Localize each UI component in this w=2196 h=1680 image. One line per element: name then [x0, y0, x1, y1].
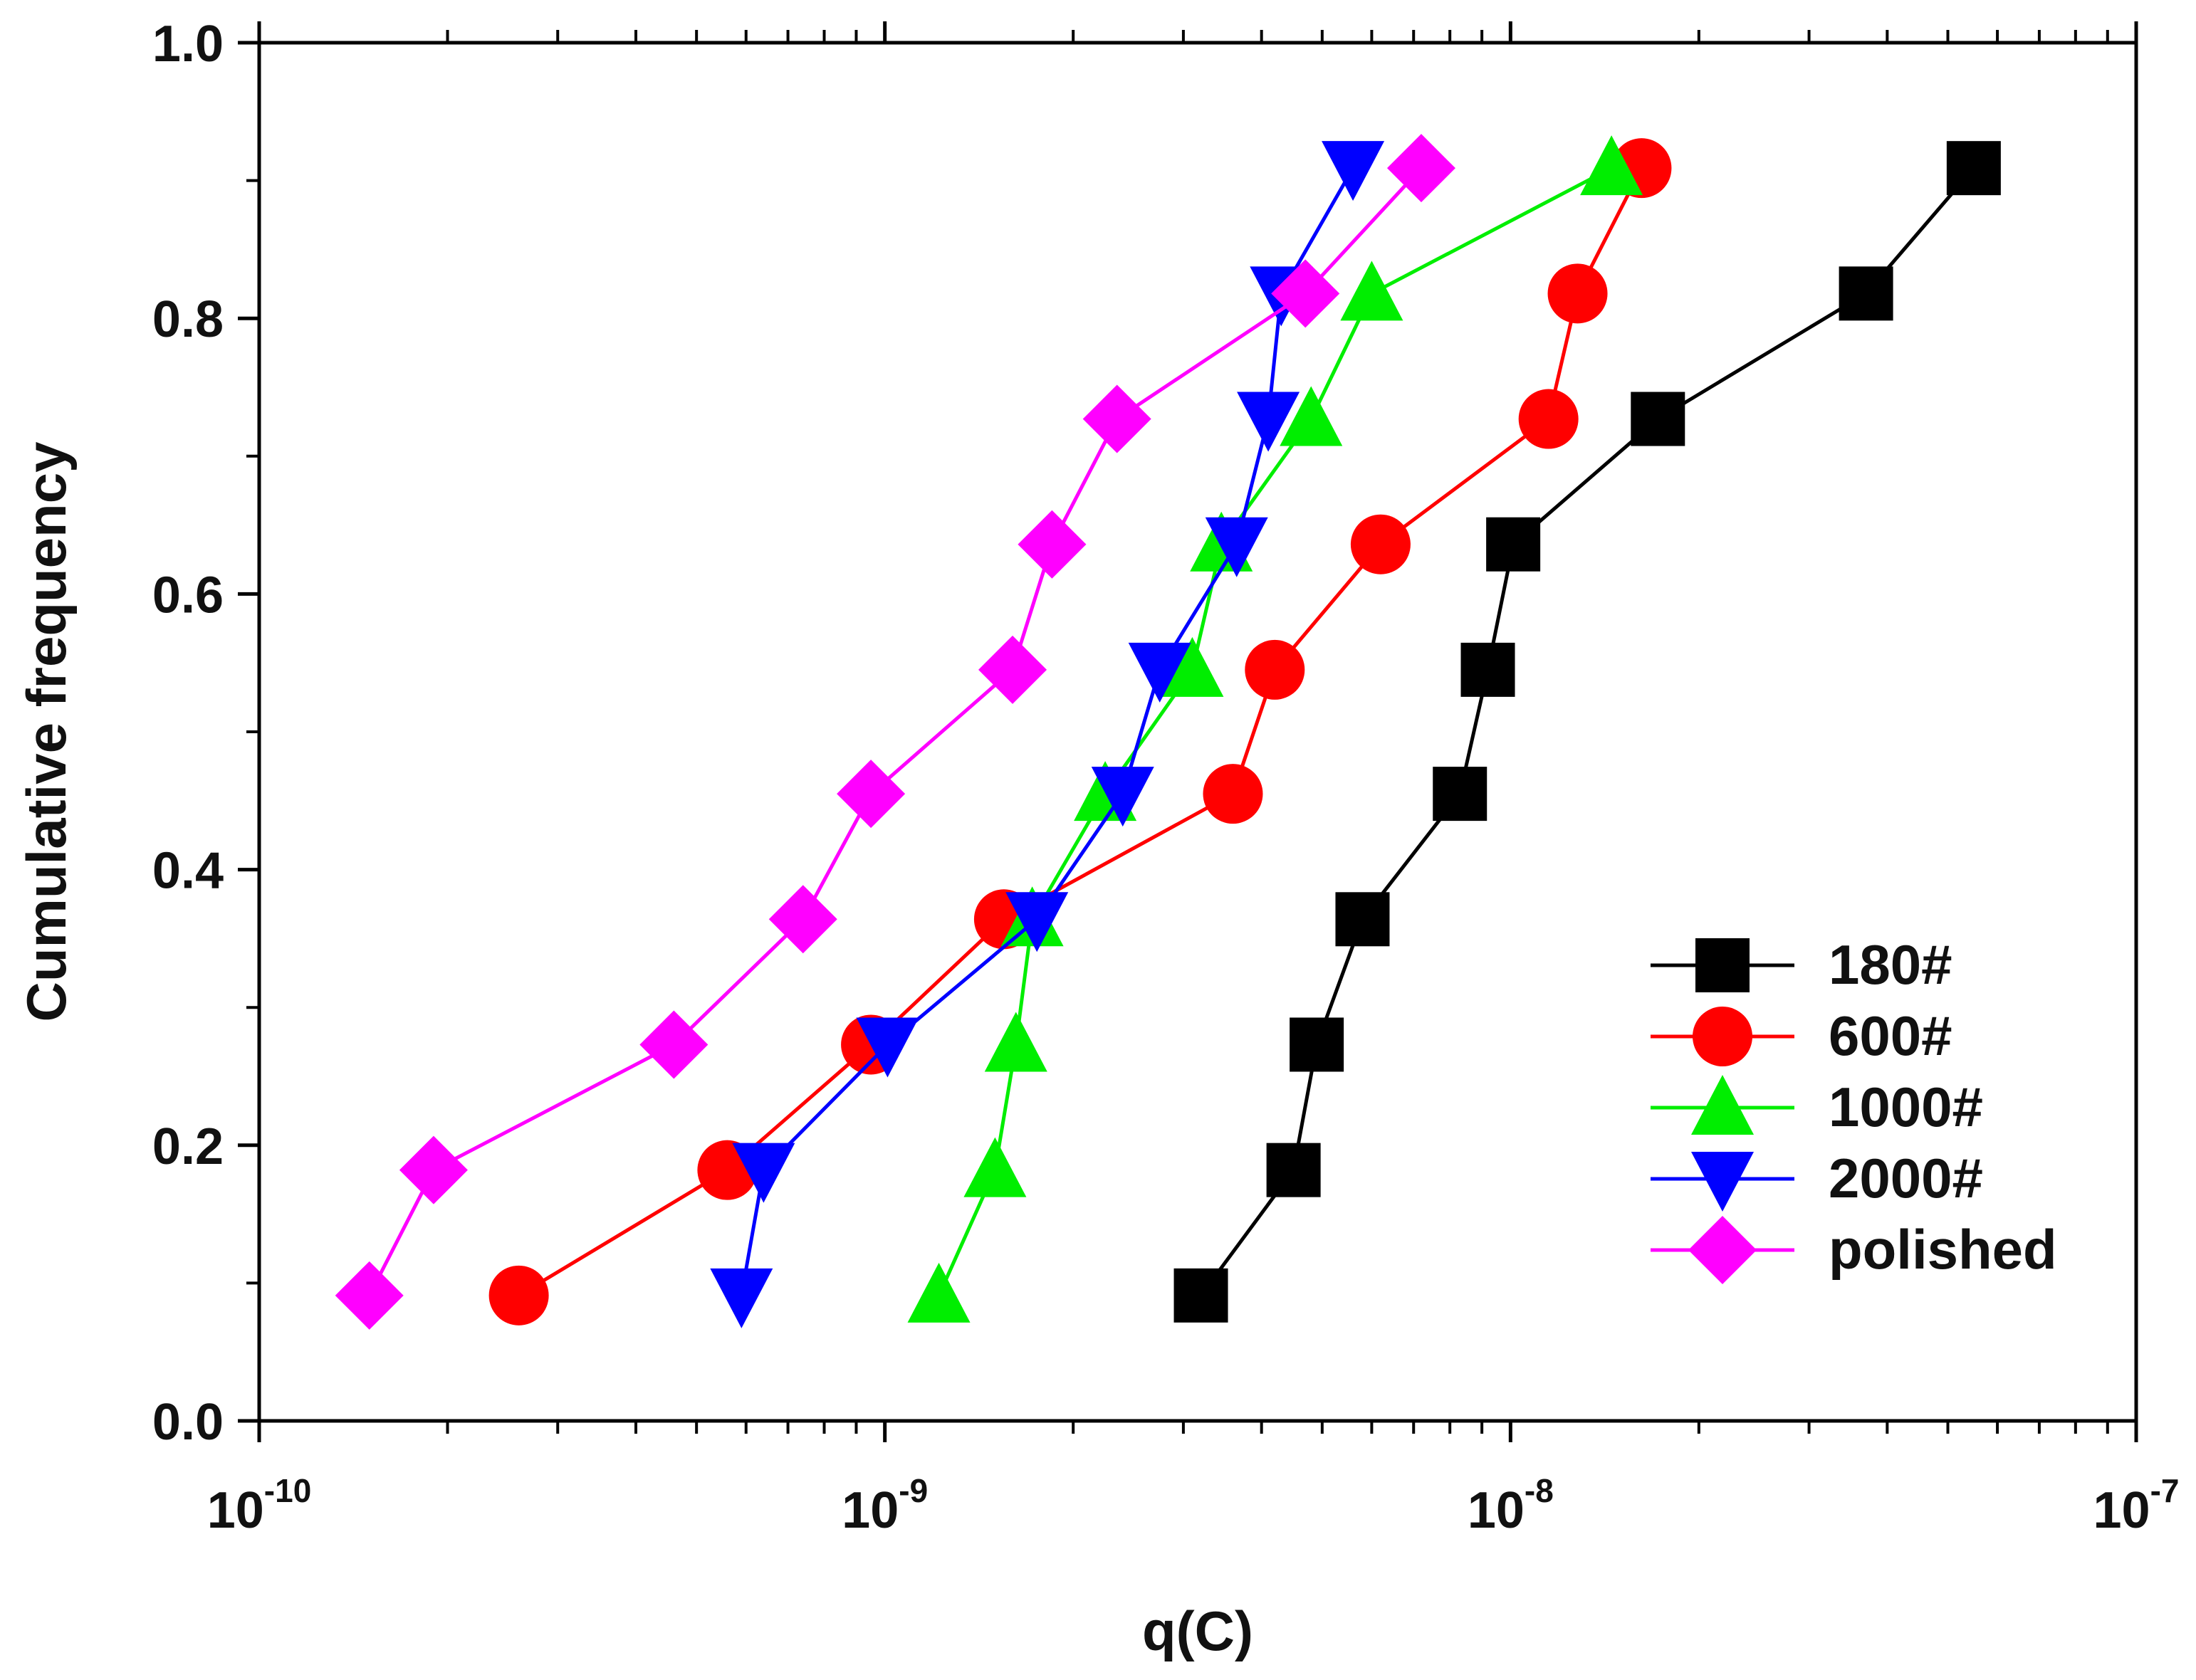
x-tick-label-base: 10	[842, 1482, 899, 1539]
data-point	[1205, 517, 1268, 577]
legend-marker	[1695, 938, 1750, 992]
data-point	[1018, 510, 1087, 579]
data-point	[335, 1261, 404, 1330]
data-point	[1340, 261, 1403, 321]
data-point	[1386, 134, 1455, 203]
data-point	[1518, 389, 1579, 449]
data-point	[1290, 1017, 1344, 1072]
y-tick-label: 0.8	[152, 291, 224, 348]
x-tick-label: 10-7	[2093, 1472, 2180, 1539]
data-point	[1091, 767, 1154, 827]
legend-item: 600#	[1651, 1004, 1952, 1067]
data-point	[1433, 767, 1487, 821]
legend-label: polished	[1829, 1218, 2057, 1281]
data-point	[399, 1135, 468, 1204]
series-4	[335, 134, 1455, 1330]
data-point	[978, 635, 1047, 704]
legend-marker	[1688, 1216, 1757, 1284]
data-point	[1547, 263, 1608, 324]
data-point	[1322, 141, 1385, 201]
data-point	[1161, 636, 1224, 697]
data-point	[732, 1143, 795, 1203]
legend-marker	[1693, 1007, 1752, 1066]
data-point	[963, 1137, 1027, 1197]
legend-marker	[1691, 1075, 1754, 1135]
data-point	[1082, 384, 1151, 453]
data-point	[1839, 266, 1893, 321]
x-tick-label-base: 10	[1468, 1482, 1525, 1539]
legend: 180# 600# 1000# 2000# polished	[1651, 933, 2057, 1284]
data-point	[1335, 892, 1390, 947]
data-point	[1350, 514, 1411, 574]
series-0	[1173, 141, 2001, 1323]
data-point	[768, 885, 837, 954]
data-point	[488, 1265, 549, 1325]
data-point	[1266, 1143, 1321, 1197]
y-tick-label: 1.0	[152, 16, 224, 73]
y-tick-label: 0.6	[152, 567, 224, 624]
data-point	[1460, 642, 1515, 697]
x-tick-label-exponent: -8	[1525, 1472, 1554, 1509]
legend-item: 2000#	[1651, 1147, 1983, 1212]
data-point	[1486, 517, 1541, 572]
legend-label: 600#	[1829, 1004, 1952, 1067]
y-tick-label: 0.4	[152, 843, 224, 900]
axes: 10-10 10-9 10-8 10-70.00.20.40.60.81.0	[152, 16, 2180, 1539]
series-line	[739, 167, 1355, 1296]
data-point	[1237, 392, 1300, 452]
x-tick-label: 10-10	[207, 1472, 312, 1539]
x-tick-label: 10-8	[1468, 1472, 1554, 1539]
data-point	[1173, 1268, 1228, 1323]
legend-label: 1000#	[1829, 1076, 1983, 1138]
data-point	[1245, 639, 1305, 700]
data-point	[639, 1010, 709, 1079]
x-tick-label-exponent: -9	[899, 1472, 928, 1509]
data-point	[1580, 135, 1643, 196]
series-layer	[335, 134, 2001, 1330]
y-axis-label: Cumulative frequency	[15, 442, 78, 1022]
data-point	[1631, 392, 1685, 446]
data-point	[907, 1262, 971, 1323]
x-tick-label: 10-9	[842, 1472, 928, 1539]
data-point	[1280, 386, 1343, 446]
minor-ticks	[246, 30, 2109, 1434]
series-line	[1199, 167, 1975, 1297]
legend-marker	[1691, 1152, 1754, 1212]
data-point	[984, 1012, 1047, 1072]
data-point	[1128, 642, 1191, 703]
legend-item: 1000#	[1651, 1075, 1983, 1138]
data-point	[856, 1017, 919, 1078]
y-tick-label: 0.2	[152, 1118, 224, 1175]
legend-label: 2000#	[1829, 1147, 1983, 1209]
plot-frame	[257, 41, 2138, 1423]
x-axis-label: q(C)	[1142, 1600, 1253, 1662]
legend-label: 180#	[1829, 933, 1952, 996]
x-tick-label-exponent: -10	[264, 1472, 311, 1509]
data-point	[1005, 892, 1069, 952]
series-line	[518, 167, 1643, 1297]
data-point	[1946, 141, 2001, 196]
data-point	[1271, 259, 1340, 328]
series-line	[937, 166, 1613, 1296]
legend-item: polished	[1651, 1216, 2057, 1284]
data-point	[710, 1268, 773, 1328]
data-point	[837, 760, 906, 829]
x-tick-label-base: 10	[207, 1482, 264, 1539]
data-point	[1203, 764, 1263, 824]
x-tick-label-base: 10	[2093, 1482, 2150, 1539]
x-tick-label-exponent: -7	[2150, 1472, 2180, 1509]
y-tick-label: 0.0	[152, 1394, 224, 1451]
series-line	[367, 167, 1423, 1296]
legend-item: 180#	[1651, 933, 1952, 996]
